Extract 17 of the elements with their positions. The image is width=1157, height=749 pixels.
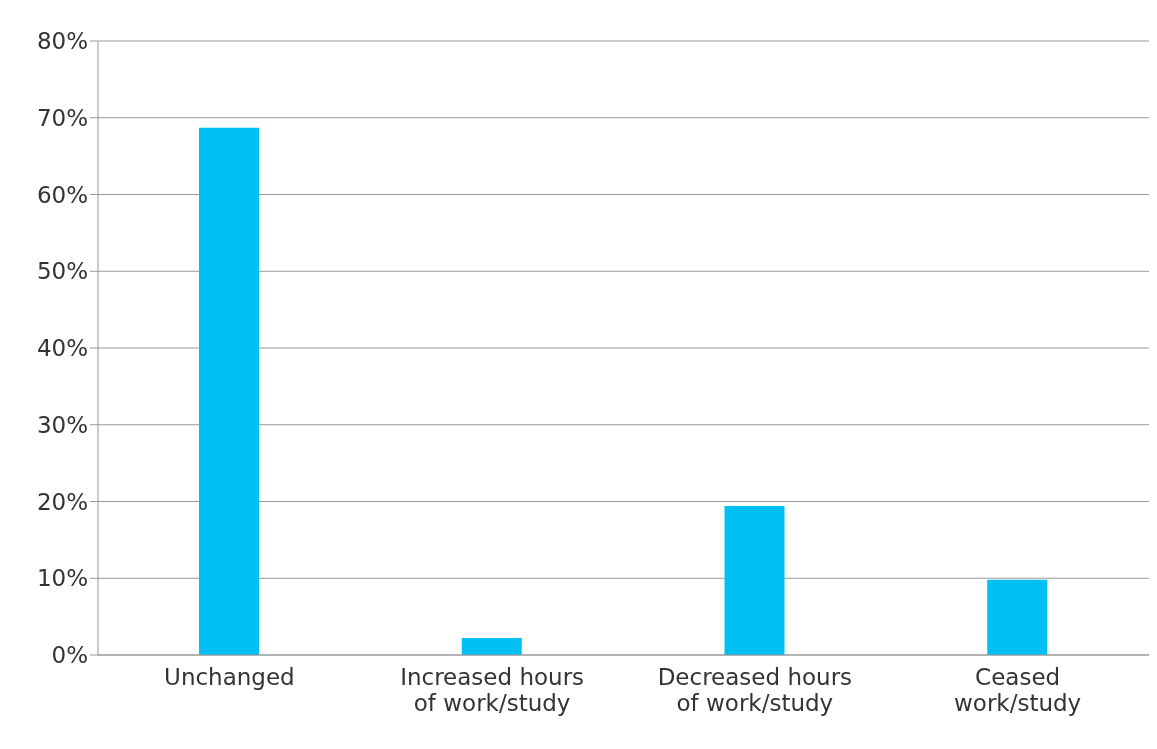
- x-tick-label: Decreased hours of work/study: [657, 664, 853, 716]
- y-tick-label: 0%: [51, 642, 88, 669]
- y-tick-label: 60%: [36, 181, 88, 208]
- x-tick-label: Unchanged: [164, 664, 295, 690]
- y-tick-label: 20%: [36, 488, 88, 515]
- y-tick-label: 50%: [36, 258, 88, 285]
- x-tick-label: Increased hours of work/study: [400, 664, 585, 716]
- bar: [724, 506, 785, 655]
- y-tick-label: 10%: [36, 565, 88, 592]
- y-tick-label: 80%: [36, 28, 88, 55]
- bar: [987, 579, 1048, 655]
- bar: [199, 127, 259, 655]
- y-tick-label: 40%: [36, 335, 88, 362]
- x-tick-label: Ceased work/study: [954, 664, 1082, 716]
- y-tick-label: 70%: [36, 104, 88, 131]
- y-tick-label: 30%: [36, 411, 88, 438]
- bar: [461, 638, 522, 655]
